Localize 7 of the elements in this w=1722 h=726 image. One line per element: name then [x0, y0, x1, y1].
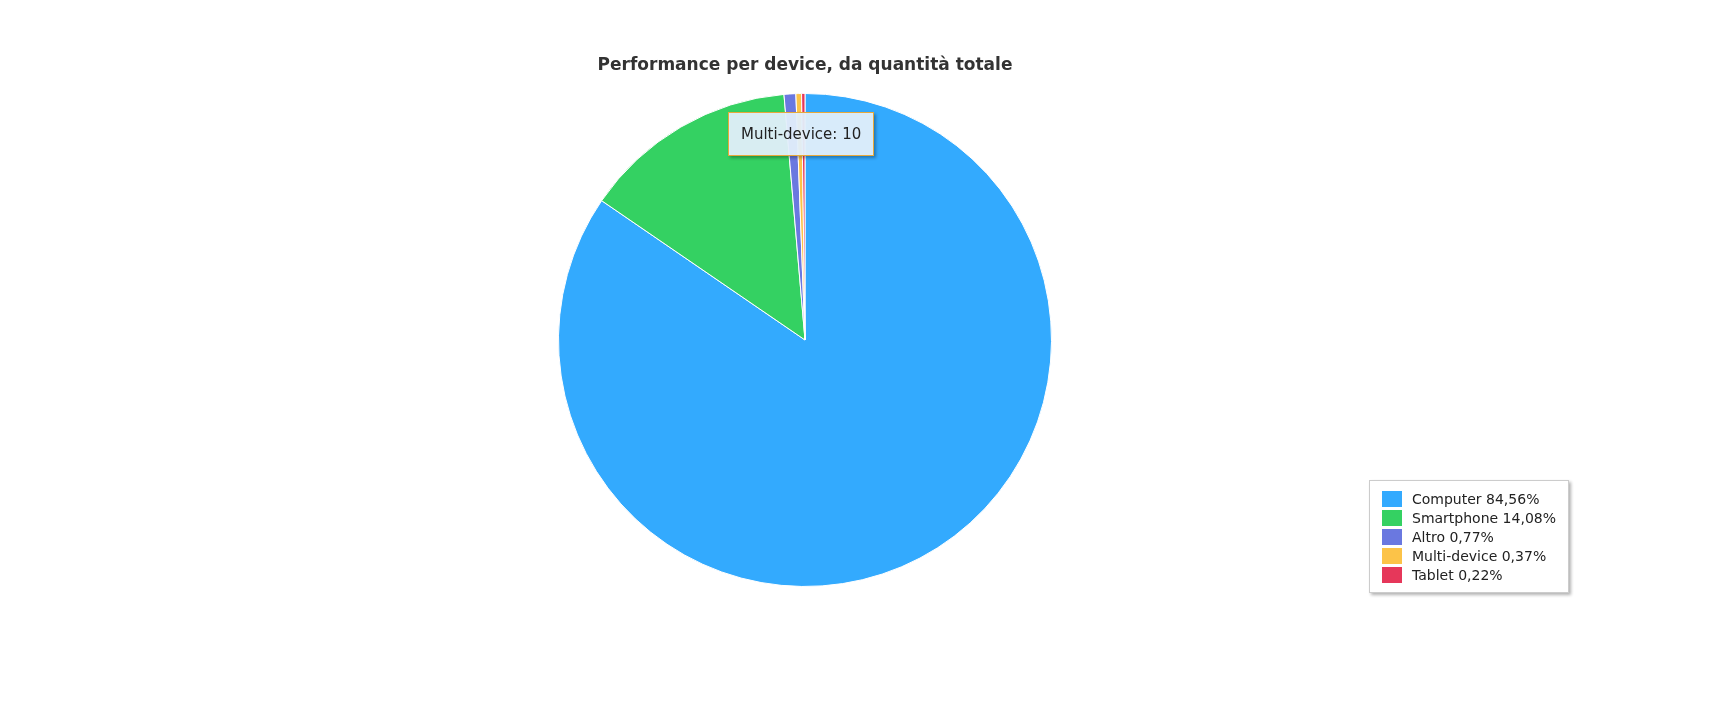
- legend-label: Altro 0,77%: [1412, 528, 1494, 545]
- legend-label: Computer 84,56%: [1412, 490, 1540, 507]
- legend-label: Tablet 0,22%: [1412, 566, 1503, 583]
- legend-label: Smartphone 14,08%: [1412, 509, 1556, 526]
- text: Multi-device: 10: [728, 112, 875, 156]
- chart-title: Performance per device, da quantità totale: [596, 54, 1014, 74]
- legend-label: Multi-device 0,37%: [1412, 547, 1547, 564]
